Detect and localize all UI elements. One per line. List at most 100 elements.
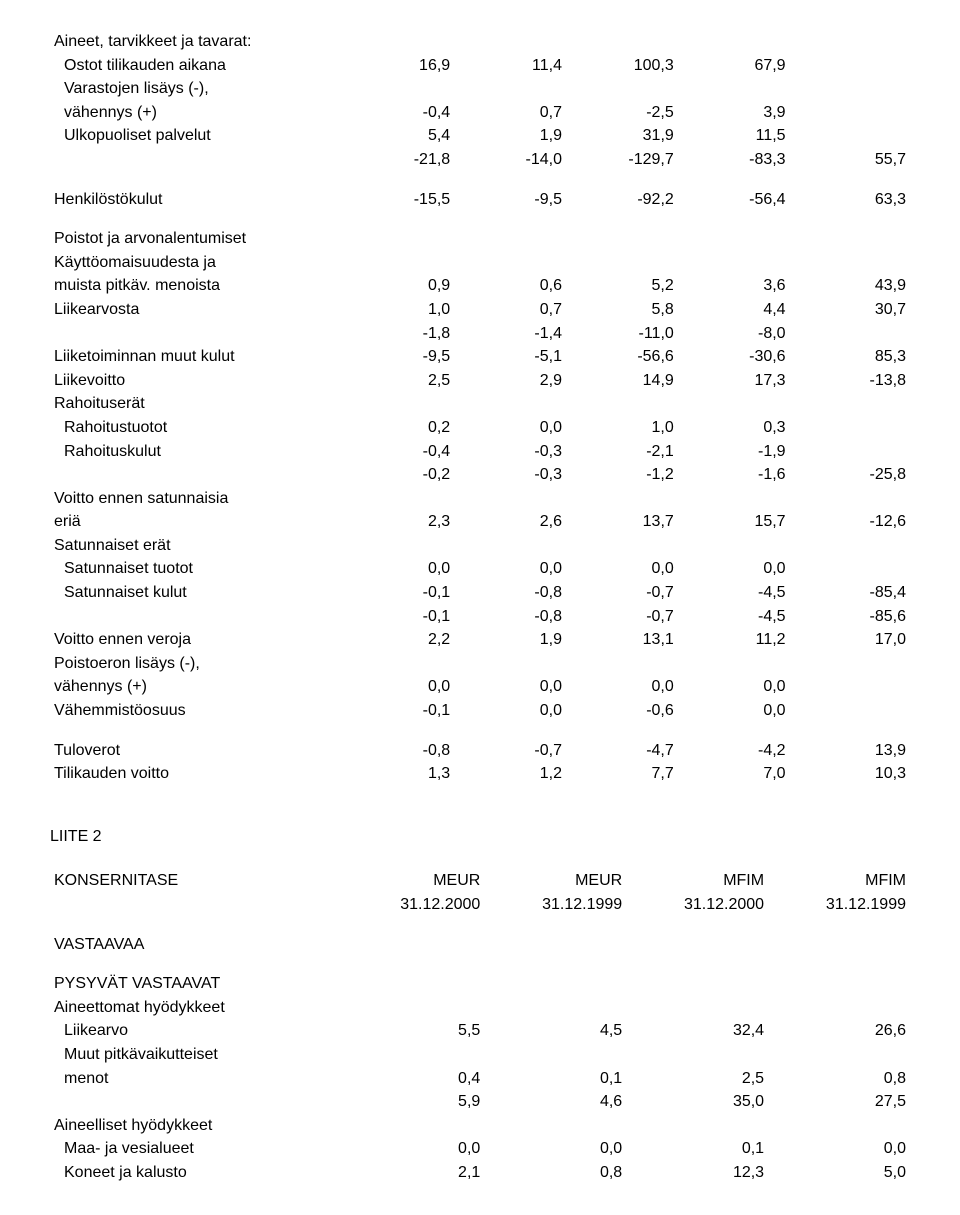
cell-value xyxy=(342,487,454,511)
cell-value xyxy=(790,101,910,125)
cell-value xyxy=(342,534,454,558)
cell-value: 5,2 xyxy=(566,274,678,298)
row-label: Ostot tilikauden aikana xyxy=(50,54,342,78)
balance-table: KONSERNITASE MEUR MEUR MFIM MFIM 31.12.2… xyxy=(50,869,910,1184)
cell-value: -4,7 xyxy=(566,739,678,763)
cell-value: -0,2 xyxy=(342,463,454,487)
cell-value xyxy=(790,322,910,346)
cell-value: 15,7 xyxy=(678,510,790,534)
cell-value: -0,3 xyxy=(454,463,566,487)
cell-value: -9,5 xyxy=(342,345,454,369)
cell-value xyxy=(342,77,454,101)
cell-value xyxy=(790,251,910,275)
cell-value xyxy=(768,1114,910,1138)
cell-value: 0,2 xyxy=(342,416,454,440)
cell-value: 1,0 xyxy=(342,298,454,322)
cell-value xyxy=(790,30,910,54)
cell-value: 27,5 xyxy=(768,1090,910,1114)
row-label: eriä xyxy=(50,510,342,534)
cell-value xyxy=(790,699,910,723)
cell-value: 0,1 xyxy=(484,1067,626,1091)
cell-value: -0,8 xyxy=(342,739,454,763)
row-label: Varastojen lisäys (-), xyxy=(50,77,342,101)
cell-value: -11,0 xyxy=(566,322,678,346)
cell-value: -0,4 xyxy=(342,101,454,125)
income-table: Aineet, tarvikkeet ja tavarat:Ostot tili… xyxy=(50,30,910,786)
cell-value: 0,0 xyxy=(678,557,790,581)
row-label: Vähemmistöosuus xyxy=(50,699,342,723)
row-label: Poistoeron lisäys (-), xyxy=(50,652,342,676)
cell-value: 0,9 xyxy=(342,274,454,298)
cell-value: -0,7 xyxy=(566,605,678,629)
row-label: vähennys (+) xyxy=(50,675,342,699)
cell-value xyxy=(454,487,566,511)
cell-value xyxy=(484,972,626,996)
col-header: MEUR xyxy=(342,869,484,893)
cell-value xyxy=(768,1043,910,1067)
cell-value: 26,6 xyxy=(768,1019,910,1043)
cell-value: 2,2 xyxy=(342,628,454,652)
row-label: Liiketoiminnan muut kulut xyxy=(50,345,342,369)
cell-value: 43,9 xyxy=(790,274,910,298)
cell-value: -14,0 xyxy=(454,148,566,172)
row-label: Poistot ja arvonalentumiset xyxy=(50,227,342,251)
row-label: Satunnaiset erät xyxy=(50,534,342,558)
section2-heading: LIITE 2 xyxy=(50,826,910,848)
cell-value: -0,1 xyxy=(342,581,454,605)
cell-value xyxy=(626,1114,768,1138)
cell-value: 0,7 xyxy=(454,298,566,322)
cell-value: 5,4 xyxy=(342,124,454,148)
cell-value: -1,8 xyxy=(342,322,454,346)
cell-value: -4,5 xyxy=(678,581,790,605)
cell-value xyxy=(566,251,678,275)
cell-value xyxy=(678,227,790,251)
cell-value: 4,6 xyxy=(484,1090,626,1114)
cell-value: -0,1 xyxy=(342,699,454,723)
col-subheader: 31.12.1999 xyxy=(484,893,626,917)
row-label: Rahoituskulut xyxy=(50,440,342,464)
cell-value: -1,6 xyxy=(678,463,790,487)
col-header: MFIM xyxy=(626,869,768,893)
row-label: Tuloverot xyxy=(50,739,342,763)
cell-value xyxy=(484,1114,626,1138)
row-label: Satunnaiset kulut xyxy=(50,581,342,605)
cell-value: 5,5 xyxy=(342,1019,484,1043)
cell-value xyxy=(790,227,910,251)
cell-value: 2,9 xyxy=(454,369,566,393)
cell-value xyxy=(790,77,910,101)
cell-value: -2,1 xyxy=(566,440,678,464)
cell-value: 85,3 xyxy=(790,345,910,369)
cell-value: -0,7 xyxy=(566,581,678,605)
cell-value: 0,3 xyxy=(678,416,790,440)
cell-value xyxy=(566,77,678,101)
cell-value: -0,8 xyxy=(454,581,566,605)
cell-value xyxy=(790,124,910,148)
cell-value xyxy=(566,30,678,54)
cell-value: 0,0 xyxy=(342,675,454,699)
cell-value xyxy=(790,392,910,416)
cell-value: 100,3 xyxy=(566,54,678,78)
row-label xyxy=(50,605,342,629)
cell-value xyxy=(484,996,626,1020)
cell-value: 13,9 xyxy=(790,739,910,763)
cell-value xyxy=(566,227,678,251)
cell-value: 13,7 xyxy=(566,510,678,534)
cell-value xyxy=(342,972,484,996)
cell-value xyxy=(678,251,790,275)
cell-value: 55,7 xyxy=(790,148,910,172)
cell-value: 16,9 xyxy=(342,54,454,78)
cell-value xyxy=(454,652,566,676)
row-label: Satunnaiset tuotot xyxy=(50,557,342,581)
cell-value: -9,5 xyxy=(454,188,566,212)
cell-value xyxy=(678,77,790,101)
row-label: Tilikauden voitto xyxy=(50,762,342,786)
cell-value xyxy=(342,1114,484,1138)
cell-value xyxy=(566,487,678,511)
cell-value: -83,3 xyxy=(678,148,790,172)
balance-title: KONSERNITASE xyxy=(50,869,342,893)
row-label xyxy=(50,148,342,172)
cell-value: 0,0 xyxy=(454,699,566,723)
row-label: menot xyxy=(50,1067,342,1091)
cell-value: 32,4 xyxy=(626,1019,768,1043)
row-label: Voitto ennen satunnaisia xyxy=(50,487,342,511)
